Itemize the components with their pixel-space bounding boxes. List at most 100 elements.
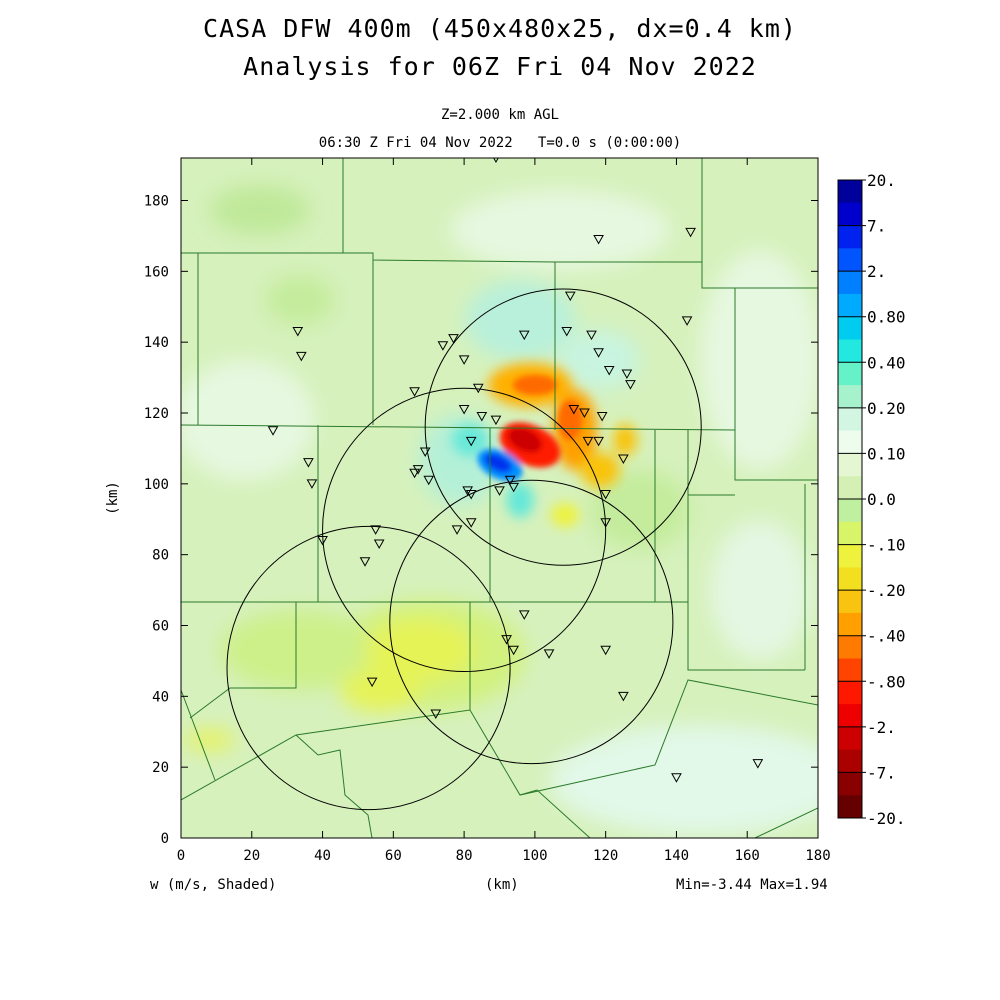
x-tick-label: 60 xyxy=(385,848,402,864)
colorbar-label: -.40 xyxy=(867,627,906,646)
time-label: 06:30 Z Fri 04 Nov 2022 T=0.0 s (0:00:00… xyxy=(318,135,682,151)
station-marker xyxy=(681,316,693,326)
colorbar-label: -2. xyxy=(867,718,896,737)
station-marker xyxy=(618,454,629,465)
colorbar-swatch xyxy=(838,202,862,227)
station-marker xyxy=(586,330,597,341)
x-tick-label: 180 xyxy=(805,848,830,864)
colorbar-swatch xyxy=(838,362,862,386)
station-marker xyxy=(564,291,576,302)
station-marker xyxy=(366,677,378,688)
y-tick-label: 160 xyxy=(144,264,169,280)
colorbar-swatch xyxy=(838,499,862,523)
colorbar: 20. 7. 2. 0.80 0.40 0.20 0.10 0.0 -.10 -.20 -.40 -.… xyxy=(837,171,906,828)
station-marker xyxy=(458,404,470,415)
minmax-label: Min=-3.44 Max=1.94 xyxy=(676,877,828,893)
station-marker xyxy=(596,412,608,422)
radar-ring-north xyxy=(424,288,702,566)
station-marker xyxy=(430,709,442,720)
station-marker xyxy=(437,341,449,351)
colorbar-label: 20. xyxy=(867,171,896,190)
colorbar-swatch xyxy=(838,726,862,751)
colorbar-swatch xyxy=(838,180,862,204)
y-tick-label: 180 xyxy=(144,194,169,210)
x-tick-label: 80 xyxy=(456,848,473,864)
colorbar-label: 7. xyxy=(867,217,886,236)
station-marker xyxy=(625,380,636,390)
title-line-2: Analysis for 06Z Fri 04 Nov 2022 xyxy=(243,52,757,81)
colorbar-swatch xyxy=(838,681,862,705)
station-marker xyxy=(600,645,612,656)
station-marker xyxy=(518,330,530,341)
station-marker xyxy=(490,415,502,426)
station-marker xyxy=(593,436,604,447)
y-tick-label: 60 xyxy=(152,619,169,635)
station-marker xyxy=(603,366,615,376)
station-marker xyxy=(671,773,682,783)
colorbar-label: 0.0 xyxy=(867,490,896,509)
station-marker xyxy=(568,404,580,415)
colorbar-swatch xyxy=(838,772,862,796)
w-field-shading xyxy=(181,158,818,838)
station-marker xyxy=(465,518,477,528)
station-marker xyxy=(292,327,304,337)
x-axis-label: (km) xyxy=(485,877,519,893)
station-marker xyxy=(593,234,604,245)
station-marker xyxy=(359,557,371,567)
y-tick-label: 140 xyxy=(144,335,169,351)
x-tick-label: 40 xyxy=(314,848,331,864)
colorbar-swatch xyxy=(838,271,862,295)
colorbar-swatch xyxy=(838,430,862,454)
x-tick-label: 120 xyxy=(593,848,618,864)
colorbar-swatch xyxy=(838,704,862,728)
radar-ring-east xyxy=(389,479,674,765)
field-label: w (m/s, Shaded) xyxy=(150,877,277,893)
title-line-1: CASA DFW 400m (450x480x25, dx=0.4 km) xyxy=(203,14,797,43)
colorbar-swatch xyxy=(838,453,862,477)
station-marker xyxy=(561,327,573,337)
station-marker xyxy=(618,691,629,702)
colorbar-swatch xyxy=(838,590,862,614)
station-marker xyxy=(409,468,420,479)
colorbar-label: -.10 xyxy=(867,536,906,555)
station-marker xyxy=(423,475,435,486)
station-marker xyxy=(685,227,696,238)
x-tick-label: 160 xyxy=(735,848,760,864)
station-marker xyxy=(543,649,555,659)
y-tick-label: 80 xyxy=(152,548,169,564)
colorbar-swatch xyxy=(838,407,862,432)
station-marker xyxy=(370,525,381,535)
station-marker xyxy=(295,351,307,362)
station-marker xyxy=(600,518,612,528)
colorbar-label: 2. xyxy=(867,262,886,281)
station-marker xyxy=(306,479,318,489)
colorbar-swatch xyxy=(838,544,862,568)
station-marker xyxy=(458,355,470,365)
colorbar-swatch xyxy=(838,567,862,591)
station-marker xyxy=(508,482,520,493)
station-marker xyxy=(501,635,512,645)
station-marker xyxy=(465,489,477,500)
plot-frame xyxy=(180,157,819,839)
colorbar-label: 0.10 xyxy=(867,444,906,463)
colorbar-swatch xyxy=(838,476,862,500)
station-marker xyxy=(465,436,477,447)
county-borders xyxy=(181,158,818,838)
y-tick-label: 20 xyxy=(152,760,169,776)
radar-rings xyxy=(226,288,702,811)
radar-ring-southwest xyxy=(226,525,511,811)
station-marker xyxy=(451,525,463,535)
station-marker xyxy=(409,387,420,397)
colorbar-label: -7. xyxy=(867,763,896,782)
colorbar-swatch xyxy=(838,248,862,272)
y-tick-label: 100 xyxy=(144,477,169,493)
x-tick-label: 140 xyxy=(664,848,689,864)
station-marker xyxy=(752,759,764,769)
station-marker xyxy=(504,475,516,486)
station-marker xyxy=(419,447,431,457)
station-marker xyxy=(303,458,314,468)
colorbar-label: 0.80 xyxy=(867,308,906,327)
x-tick-label: 20 xyxy=(243,848,260,864)
colorbar-swatch xyxy=(838,225,862,249)
colorbar-swatch xyxy=(838,385,862,409)
